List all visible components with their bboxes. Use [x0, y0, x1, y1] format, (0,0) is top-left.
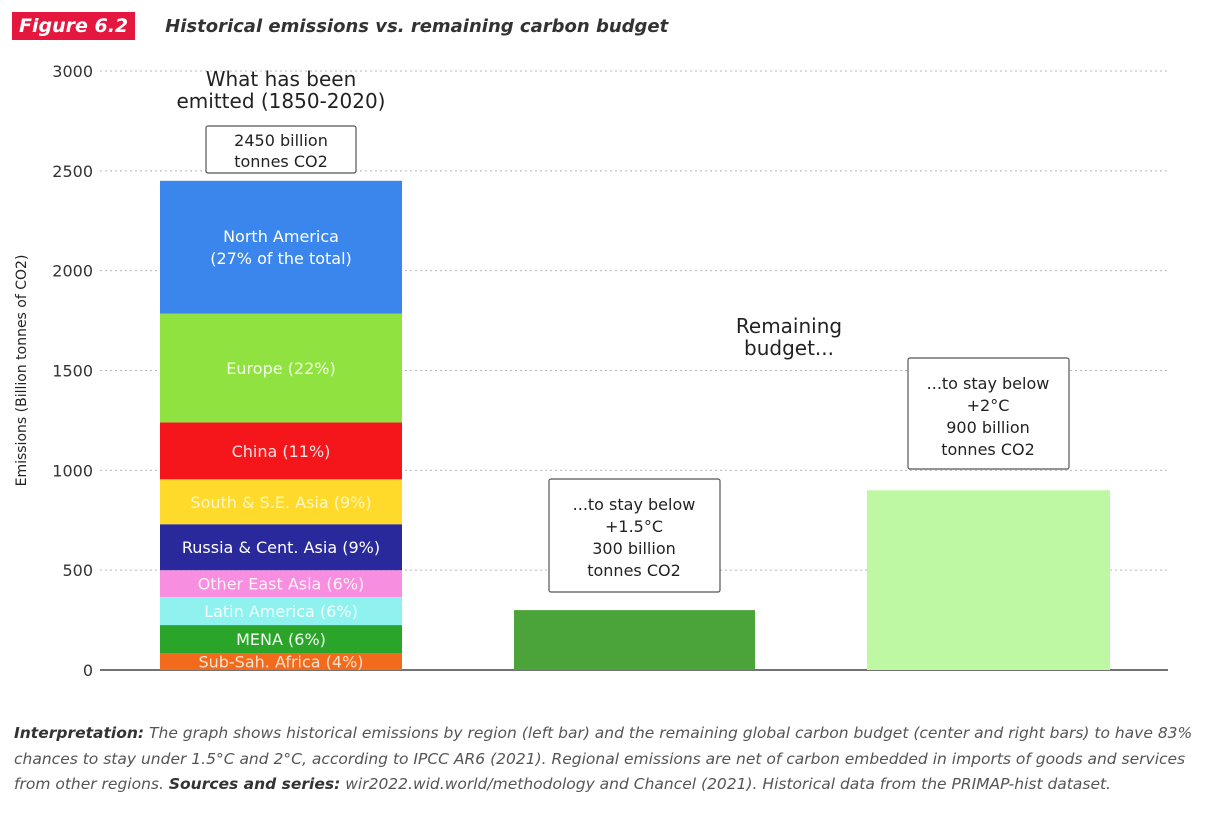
bar-header: What has been	[206, 67, 357, 91]
segment-label: Russia & Cent. Asia (9%)	[182, 538, 380, 557]
remaining-budget-annotation: budget...	[744, 336, 834, 360]
bar-segment	[160, 313, 402, 423]
budget-2-label-box	[907, 357, 1070, 470]
budget-bar-1-5c	[514, 610, 755, 670]
bar-segment	[160, 180, 402, 314]
y-tick-label: 2000	[52, 262, 93, 281]
remaining-budget-annotation: Remaining	[736, 314, 842, 338]
figure-title: Historical emissions vs. remaining carbo…	[165, 15, 669, 37]
segment-label: Other East Asia (6%)	[198, 575, 365, 594]
segment-label: Sub-Sah. Africa (4%)	[198, 653, 363, 672]
figure-header: Figure 6.2 Historical emissions vs. rema…	[12, 10, 668, 42]
y-tick-label: 1000	[52, 461, 93, 480]
budget-2-label: ...to stay below	[927, 374, 1050, 393]
segment-label: Europe (22%)	[226, 359, 335, 378]
y-tick-label: 1500	[52, 362, 93, 381]
budget-1-5-label: tonnes CO2	[587, 561, 681, 580]
figure-caption: Interpretation: The graph shows historic…	[14, 721, 1194, 798]
y-tick-label: 500	[62, 561, 93, 580]
budget-1-5-label: +1.5°C	[605, 517, 663, 536]
segment-label: China (11%)	[232, 442, 331, 461]
budget-2-label: 900 billion	[946, 418, 1030, 437]
interpretation-text: The graph shows historical emissions by …	[14, 724, 1193, 793]
budget-2-label: tonnes CO2	[941, 440, 1035, 459]
total-label-box	[205, 125, 357, 174]
total-label: 2450 billion	[234, 131, 328, 150]
bar-segment	[160, 653, 402, 670]
interpretation-label: Interpretation:	[14, 724, 145, 742]
bar-segment	[160, 524, 402, 571]
budget-1-5-label-box	[548, 478, 721, 593]
emissions-chart: 0 500 1000 1500 2000 2500 3000 Emissions (Billi…	[14, 62, 1168, 680]
bar-segment	[160, 422, 402, 480]
sources-label: Sources and series:	[168, 775, 341, 793]
bar-segment	[160, 625, 402, 654]
segment-label: South & S.E. Asia (9%)	[190, 493, 371, 512]
y-tick-label: 2500	[52, 162, 93, 181]
budget-1-5-label: ...to stay below	[573, 495, 696, 514]
y-tick-label: 3000	[52, 62, 93, 81]
total-label: tonnes CO2	[234, 152, 328, 171]
bar-segment	[160, 597, 402, 626]
segment-label: North America	[223, 227, 339, 246]
figure-label: Figure 6.2	[12, 12, 136, 40]
budget-bar-2c	[867, 490, 1110, 670]
segment-label: MENA (6%)	[236, 630, 326, 649]
budget-1-5-label: 300 billion	[592, 539, 676, 558]
sources-text: wir2022.wid.world/methodology and Chance…	[340, 775, 1111, 793]
bar-segment	[160, 479, 402, 525]
y-tick-label: 0	[83, 661, 93, 680]
bar-segment	[160, 570, 402, 598]
segment-label: Latin America (6%)	[204, 602, 358, 621]
bar-header: emitted (1850-2020)	[176, 89, 385, 113]
segment-label: (27% of the total)	[210, 249, 352, 268]
budget-2-label: +2°C	[967, 396, 1010, 415]
y-axis-label: Emissions (Billion tonnes of CO2)	[14, 255, 30, 487]
